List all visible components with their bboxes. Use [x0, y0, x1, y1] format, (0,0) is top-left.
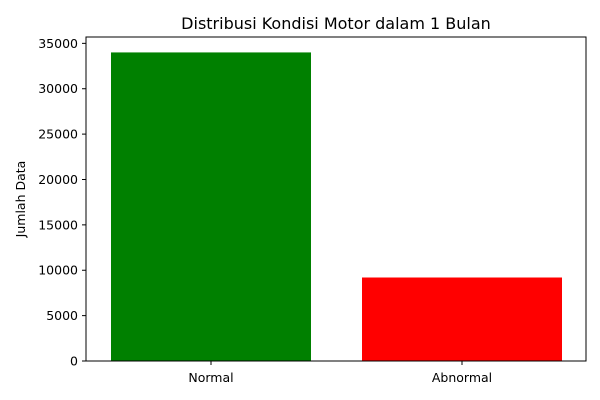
y-tick-label: 20000 [38, 172, 78, 187]
bars-group [111, 52, 562, 362]
y-tick-label: 5000 [46, 308, 78, 323]
y-ticks-group: 0 5000 10000 15000 20000 25000 30000 35000 [38, 36, 86, 369]
y-tick-label: 25000 [38, 127, 78, 142]
bar-abnormal [362, 277, 562, 361]
chart-title: Distribusi Kondisi Motor dalam 1 Bulan [181, 14, 491, 33]
plot-frame [85, 36, 587, 362]
y-tick-label: 10000 [38, 263, 78, 278]
y-tick-label: 15000 [38, 217, 78, 232]
bar-normal [111, 52, 311, 362]
x-ticks-group: Normal Abnormal [188, 361, 492, 385]
x-tick-label: Abnormal [432, 370, 492, 385]
y-tick-label: 0 [70, 354, 78, 369]
y-tick-label: 30000 [38, 81, 78, 96]
x-tick-label: Normal [188, 370, 233, 385]
y-axis-label: Jumlah Data [13, 161, 28, 239]
y-tick-label: 35000 [38, 36, 78, 51]
